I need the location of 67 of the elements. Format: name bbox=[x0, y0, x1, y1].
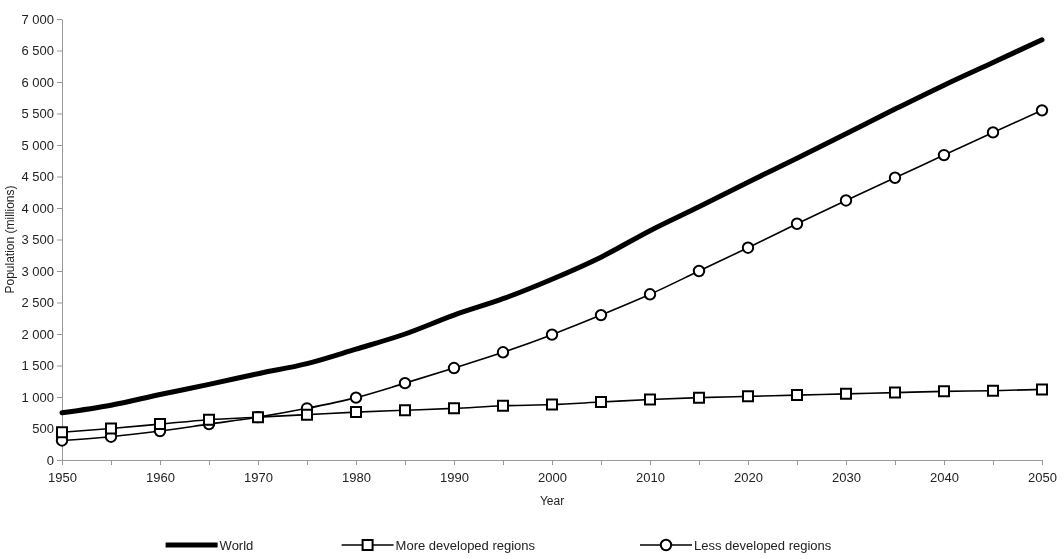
point bbox=[692, 264, 706, 278]
x-tick-label: 2050 bbox=[1028, 470, 1057, 486]
point bbox=[448, 402, 460, 415]
y-tick-label: 500 bbox=[32, 421, 54, 437]
x-tick-label: 2030 bbox=[832, 470, 861, 486]
point bbox=[644, 393, 656, 406]
legend-label: More developed regions bbox=[395, 538, 536, 553]
point bbox=[56, 426, 68, 439]
point bbox=[398, 376, 412, 390]
point bbox=[350, 406, 362, 419]
point bbox=[496, 346, 510, 359]
y-axis-title: Population (millions) bbox=[3, 185, 17, 294]
point bbox=[349, 391, 363, 404]
x-tick-label: 1980 bbox=[342, 470, 371, 486]
point bbox=[399, 404, 411, 417]
point bbox=[1036, 383, 1048, 396]
point bbox=[252, 411, 264, 424]
x-axis-title: Year bbox=[539, 494, 565, 508]
x-tick-label: 1960 bbox=[146, 470, 175, 486]
x-tick-label: 2000 bbox=[538, 470, 567, 486]
y-tick-label: 5 000 bbox=[21, 137, 54, 153]
x-tick-label: 2010 bbox=[636, 470, 665, 486]
legend-label: World bbox=[219, 538, 254, 553]
point bbox=[987, 384, 999, 397]
x-tick-label: 1990 bbox=[440, 470, 469, 486]
point bbox=[937, 148, 951, 162]
point bbox=[497, 399, 509, 412]
y-tick-label: 3 000 bbox=[21, 263, 54, 279]
point bbox=[742, 390, 754, 403]
x-tick-label: 1970 bbox=[244, 470, 273, 486]
y-tick-label: 6 500 bbox=[21, 43, 54, 59]
point bbox=[938, 385, 950, 398]
y-tick-label: 1 500 bbox=[21, 358, 54, 374]
y-tick-label: 1 000 bbox=[21, 389, 54, 405]
point bbox=[790, 217, 804, 230]
point bbox=[105, 422, 117, 435]
x-tick-label: 2040 bbox=[930, 470, 959, 486]
x-tick-label: 1950 bbox=[48, 470, 77, 486]
y-tick-label: 0 bbox=[46, 452, 54, 468]
point bbox=[741, 241, 755, 254]
point bbox=[203, 413, 215, 426]
legend-label: Less developed regions bbox=[694, 538, 832, 553]
point bbox=[594, 308, 608, 322]
point bbox=[889, 386, 901, 399]
point bbox=[986, 126, 1000, 139]
point bbox=[840, 387, 852, 400]
point bbox=[693, 391, 705, 404]
point bbox=[839, 194, 853, 207]
y-tick-label: 6 000 bbox=[21, 74, 54, 90]
y-tick-label: 7 000 bbox=[21, 11, 54, 27]
point bbox=[643, 288, 657, 301]
y-tick-label: 5 500 bbox=[21, 106, 54, 122]
point bbox=[301, 408, 313, 421]
point bbox=[595, 396, 607, 409]
point bbox=[791, 389, 803, 402]
point bbox=[546, 398, 558, 411]
point bbox=[888, 171, 902, 184]
point bbox=[447, 361, 461, 375]
y-tick-label: 4 500 bbox=[21, 169, 54, 185]
point bbox=[154, 418, 166, 431]
y-tick-label: 2 500 bbox=[21, 295, 54, 311]
point bbox=[545, 328, 559, 341]
y-tick-label: 2 000 bbox=[21, 326, 54, 342]
x-tick-label: 2020 bbox=[734, 470, 763, 486]
y-tick-label: 4 000 bbox=[21, 200, 54, 216]
point bbox=[1035, 104, 1049, 117]
y-tick-label: 3 500 bbox=[21, 232, 54, 248]
